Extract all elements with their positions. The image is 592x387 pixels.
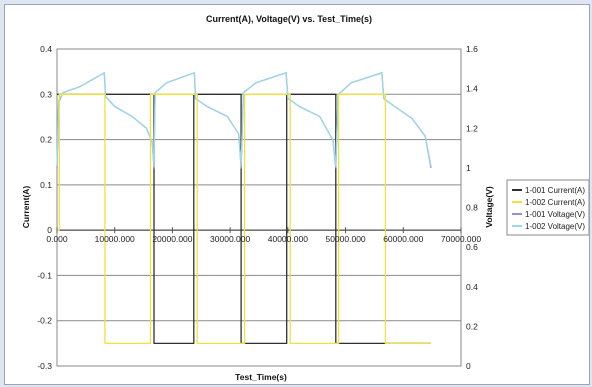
chart-svg: -0.3 -0.2 -0.1 0 0.1 0.2 0.3 0.4 0 0.2 0.4 0.6 0.8 1…	[21, 14, 589, 382]
legend-label: 1-001 Current(A)	[525, 186, 585, 195]
x-tick-label: 0.000	[46, 234, 68, 244]
y2-tick-label: 1.4	[466, 84, 478, 94]
series-line-4	[56, 72, 432, 167]
y-tick-label: 0.1	[40, 180, 52, 190]
y2-tick-label: 0.8	[466, 203, 478, 213]
series-line-2	[57, 93, 431, 345]
plot-area	[56, 48, 462, 367]
y-tick-label: -0.2	[37, 316, 52, 326]
x-tick-label: 60000.000	[383, 234, 423, 244]
series-group	[56, 72, 432, 345]
legend: 1-001 Current(A) 1-002 Current(A) 1-001 Vo…	[506, 179, 589, 236]
y2-axis-ticks: 0 0.2 0.4 0.6 0.8 1 1.2 1.4 1.6	[466, 44, 478, 371]
chart-title: Current(A), Voltage(V) vs. Test_Time(s)	[206, 14, 372, 24]
x-axis-title: Test_Time(s)	[235, 372, 287, 382]
y-axis-ticks: -0.3 -0.2 -0.1 0 0.1 0.2 0.3 0.4	[37, 44, 52, 371]
y2-tick-label: 1.2	[466, 123, 478, 133]
y2-tick-label: 1.6	[466, 44, 478, 54]
x-tick-label: 10000.000	[95, 234, 135, 244]
x-tick-label: 30000.000	[210, 234, 250, 244]
x-tick-label: 50000.000	[325, 234, 365, 244]
y-tick-label: 0.3	[40, 89, 52, 99]
x-axis-ticks: 0.000 10000.000 20000.000 30000.000 40000.00…	[46, 227, 481, 244]
y-tick-label: -0.3	[37, 361, 52, 371]
legend-label: 1-002 Voltage(V)	[525, 222, 585, 231]
chart-frame: -0.3 -0.2 -0.1 0 0.1 0.2 0.3 0.4 0 0.2 0.4 0.6 0.8 1…	[4, 4, 590, 385]
y-tick-label: 0.4	[40, 44, 52, 54]
y2-axis-title: Voltage(V)	[484, 186, 494, 228]
y2-tick-label: 0.6	[466, 242, 478, 252]
y-tick-label: -0.1	[37, 270, 52, 280]
x-tick-label: 40000.000	[268, 234, 308, 244]
x-tick-label: 70000.000	[441, 234, 481, 244]
legend-label: 1-001 Voltage(V)	[525, 210, 585, 219]
y2-tick-label: 0.4	[466, 282, 478, 292]
y-tick-label: 0	[47, 225, 52, 235]
y-tick-label: 0.2	[40, 135, 52, 145]
y2-tick-label: 0.2	[466, 321, 478, 331]
y2-tick-label: 0	[466, 361, 471, 371]
x-tick-label: 20000.000	[152, 234, 192, 244]
legend-label: 1-002 Current(A)	[525, 198, 585, 207]
y-axis-title: Current(A)	[21, 186, 31, 229]
y2-tick-label: 1	[466, 163, 471, 173]
